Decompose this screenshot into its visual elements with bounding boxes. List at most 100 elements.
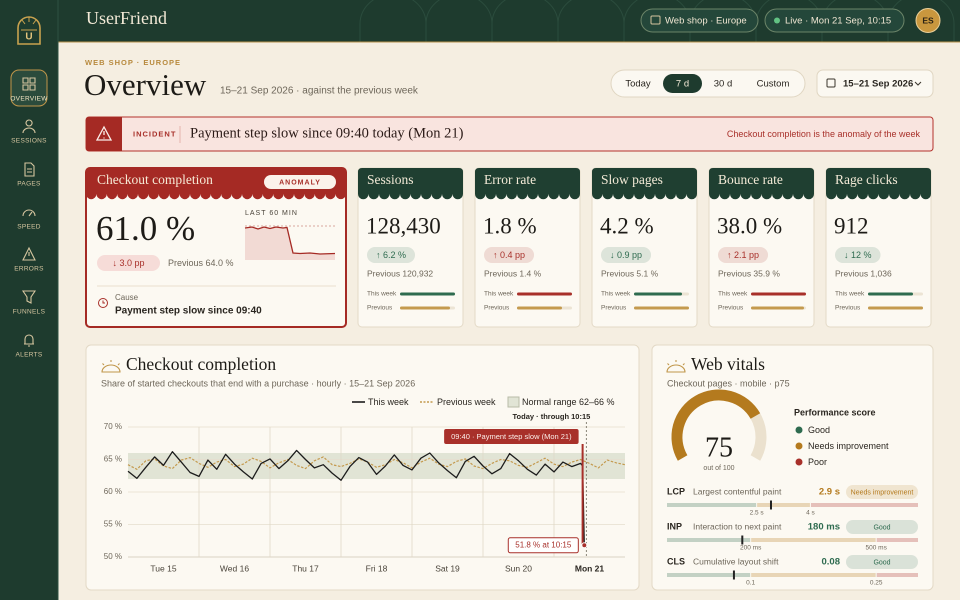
nav-item[interactable]: ERRORS xyxy=(14,266,44,273)
page-title: Overview xyxy=(84,67,207,102)
incident-label-box xyxy=(444,429,579,444)
metric-key: INP xyxy=(667,521,682,531)
x-tick-label: Fri 18 xyxy=(366,563,388,573)
metric-key: CLS xyxy=(667,556,685,566)
legend-label: This week xyxy=(368,397,409,407)
metric-key: LCP xyxy=(667,486,685,496)
icon-alerts xyxy=(24,334,34,347)
card-header xyxy=(358,168,463,200)
kpi-bar-label: This week xyxy=(718,291,748,298)
status-label: Needs improvement xyxy=(851,489,914,496)
status-label: Good xyxy=(873,524,890,531)
y-tick-label: 55 % xyxy=(104,520,122,529)
x-tick-label: Wed 16 xyxy=(220,563,249,573)
nav-item[interactable]: SESSIONS xyxy=(11,138,47,145)
kpi-bar xyxy=(400,292,455,296)
metric-tick-label: 500 ms xyxy=(866,545,888,552)
arch xyxy=(491,0,559,42)
legend-title: Performance score xyxy=(794,407,876,417)
status-pill xyxy=(846,520,918,534)
kpi-value: 1.8 % xyxy=(483,213,537,238)
metric-name: Interaction to next paint xyxy=(693,521,782,531)
incident-message: Payment step slow since 09:40 today (Mon… xyxy=(190,125,464,141)
line-chart: 50 % 55 % 60 % 65 % 70 % Tue 15 Wed 16 Thu 17 Fr… xyxy=(104,412,626,573)
incident-icon xyxy=(95,125,113,141)
cause-icon xyxy=(98,298,108,308)
kpi-bar xyxy=(400,306,450,310)
logo-letter: U xyxy=(25,32,32,43)
arch xyxy=(359,0,427,42)
gauge-caption: out of 100 xyxy=(703,465,734,472)
chart-icon xyxy=(101,360,121,373)
live-indicator[interactable] xyxy=(764,8,905,33)
card-header xyxy=(826,168,932,200)
nav-item[interactable]: ALERTS xyxy=(16,352,43,359)
kpi-title: Error rate xyxy=(484,172,536,187)
normal-range-band xyxy=(128,453,625,479)
legend-label: Poor xyxy=(808,457,827,467)
kpi-bar xyxy=(517,306,562,310)
metric-tick-label: 0.25 xyxy=(870,580,883,587)
date-range: 15–21 Sep 2026 xyxy=(843,79,913,90)
kpi-delta: ↑ 0.4 pp xyxy=(493,250,525,260)
sparkline xyxy=(244,226,336,255)
metric-track-segment xyxy=(667,503,757,507)
kpi-bar-label: This week xyxy=(367,291,397,298)
metric-tick-label: 200 ms xyxy=(740,545,762,552)
logo xyxy=(17,16,41,45)
kpi-bar xyxy=(751,292,806,296)
range-tab[interactable]: Today xyxy=(625,79,651,90)
metric-tick-label: 4 s xyxy=(806,510,815,517)
featured-kpi-title: Checkout completion xyxy=(97,172,213,187)
x-tick-label: Mon 21 xyxy=(575,563,605,573)
kpi-card: Error rate 1.8 % ↑ 0.4 pp Previous 1.4 % Thi… xyxy=(474,167,581,328)
nav-item[interactable]: FUNNELS xyxy=(13,309,46,316)
web-vitals: Good Needs improvement Poor LCP Largest cont… xyxy=(667,389,918,587)
kpi-card: Slow pages 4.2 % ↓ 0.9 pp Previous 5.1 % Thi… xyxy=(591,167,698,328)
vitals-icon xyxy=(666,360,686,373)
icon-errors xyxy=(22,246,36,261)
kpi-delta-pill xyxy=(484,247,535,263)
logo-rays xyxy=(21,17,37,31)
metric-track-segment xyxy=(667,573,751,577)
legend-dot xyxy=(795,442,803,450)
range-tab[interactable]: 30 d xyxy=(714,79,733,90)
kpi-previous: Previous 35.9 % xyxy=(718,268,780,278)
page-subtitle: 15–21 Sep 2026 · against the previous we… xyxy=(220,86,419,97)
shop-selector[interactable] xyxy=(640,8,759,33)
status-pill xyxy=(846,485,918,499)
nav-item[interactable]: OVERVIEW xyxy=(10,96,48,103)
nav-item[interactable]: SPEED xyxy=(17,224,41,231)
chevron xyxy=(914,81,922,86)
legend-swatch xyxy=(507,396,520,408)
kpi-bar-label: Previous xyxy=(367,305,393,312)
nav-item[interactable]: PAGES xyxy=(17,181,41,188)
avatar[interactable] xyxy=(915,8,941,33)
series-line xyxy=(127,456,626,470)
nav-active xyxy=(10,69,48,107)
kpi-title: Sessions xyxy=(367,172,414,187)
metric-name: Largest contentful paint xyxy=(693,486,782,496)
x-tick-label: Tue 15 xyxy=(150,563,176,573)
legend-dot xyxy=(795,458,803,466)
eyebrow: WEB SHOP · EUROPE xyxy=(85,58,181,67)
x-tick-label: Sat 19 xyxy=(435,563,460,573)
last-point xyxy=(581,542,588,549)
avatar-initials: ES xyxy=(922,15,934,25)
shop-name: Web shop · Europe xyxy=(665,16,747,27)
kpi-card: Bounce rate 38.0 % ↑ 2.1 pp Previous 35.9 %… xyxy=(708,167,815,328)
incident-label: 09:40 · Payment step slow (Mon 21) xyxy=(451,432,572,441)
sparkline-area xyxy=(245,227,335,260)
anomaly-badge xyxy=(264,175,336,189)
legend-label: Previous week xyxy=(437,397,496,407)
legend-label: Normal range 62–66 % xyxy=(522,397,615,407)
metric-track-segment xyxy=(810,503,918,507)
range-tab[interactable]: 7 d xyxy=(676,79,689,90)
metric-track-segment xyxy=(876,538,918,542)
kpi-card: Rage clicks 912 ↓ 12 % Previous 1,036 This w… xyxy=(825,167,932,328)
icon-sessions xyxy=(22,119,36,134)
range-tab[interactable]: Custom xyxy=(757,79,790,90)
legend-label: Needs improvement xyxy=(808,441,889,451)
date-picker[interactable] xyxy=(816,69,934,98)
status-pill xyxy=(846,555,918,569)
